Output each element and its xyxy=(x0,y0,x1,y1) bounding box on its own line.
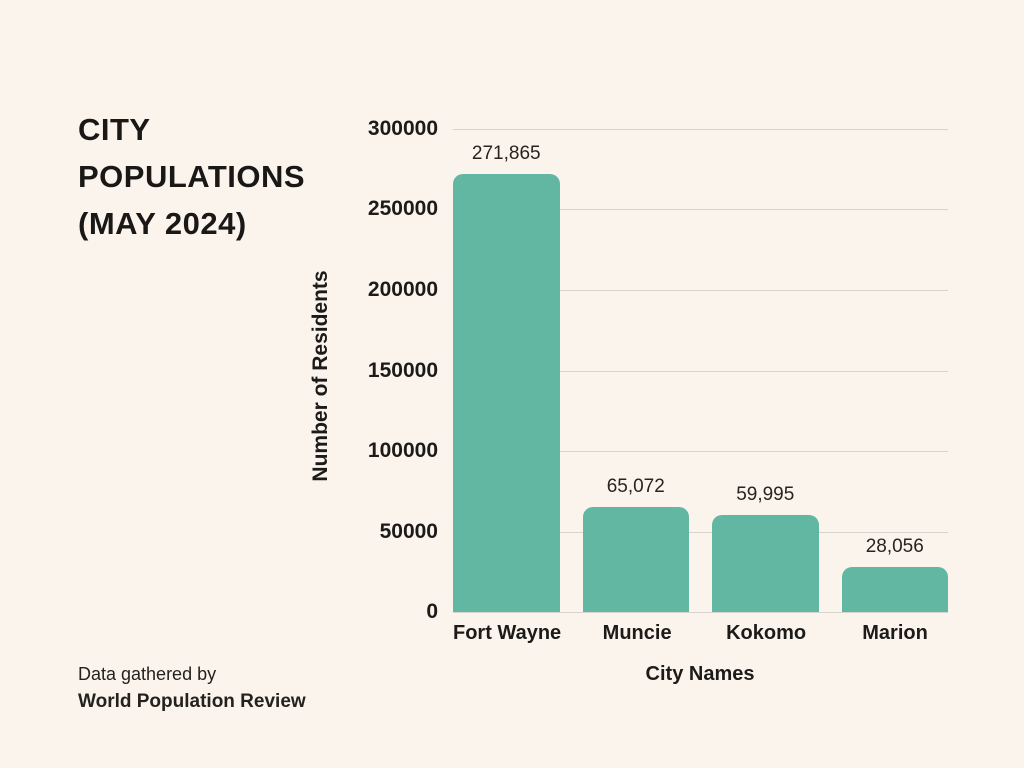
y-axis-ticks: 300000 250000 200000 150000 100000 50000 0 xyxy=(340,117,438,623)
bar xyxy=(582,507,689,612)
source-note: Data gathered by World Population Review xyxy=(78,661,306,715)
x-axis-title: City Names xyxy=(645,663,755,685)
bar-value-label: 65,072 xyxy=(606,476,665,498)
bar-series: 271,865 65,072 59,995 28,056 xyxy=(453,129,948,612)
bar xyxy=(453,174,560,612)
y-tick-label: 150000 xyxy=(367,358,438,382)
bar xyxy=(841,566,948,612)
x-tick-label: Marion xyxy=(862,622,928,644)
bar-column: 59,995 xyxy=(712,129,819,612)
gridline xyxy=(453,450,948,452)
bar-column: 28,056 xyxy=(841,129,948,612)
gridline xyxy=(453,612,948,613)
bar-value-label: 28,056 xyxy=(865,535,924,557)
y-axis-title: Number of Residents xyxy=(309,270,332,482)
bar-value-label: 271,865 xyxy=(471,143,541,165)
plot-area: 271,865 65,072 59,995 28,056 xyxy=(453,129,948,613)
y-tick-label: 300000 xyxy=(367,117,438,140)
y-tick-label: 50000 xyxy=(379,519,438,543)
chart-title: CITY POPULATIONS (MAY 2024) xyxy=(78,112,306,241)
bar-value-label: 59,995 xyxy=(736,484,795,506)
y-tick-label: 0 xyxy=(426,600,438,623)
source-name: World Population Review xyxy=(78,691,306,712)
x-axis-ticks: Fort Wayne Muncie Kokomo Marion xyxy=(453,622,948,645)
source-prefix: Data gathered by xyxy=(78,664,217,684)
x-tick-label: Muncie xyxy=(602,622,672,644)
x-tick-label: Fort Wayne xyxy=(453,622,562,644)
x-tick-label: Kokomo xyxy=(726,622,807,644)
gridline xyxy=(453,129,948,130)
gridline xyxy=(453,370,948,372)
y-tick-label: 250000 xyxy=(367,197,438,221)
gridline xyxy=(453,289,948,291)
y-tick-label: 100000 xyxy=(367,438,438,462)
gridline xyxy=(453,531,948,533)
bar xyxy=(712,515,819,612)
bar-column: 271,865 xyxy=(453,129,560,612)
gridline xyxy=(453,209,948,211)
y-tick-label: 200000 xyxy=(367,277,438,301)
bar-column: 65,072 xyxy=(582,129,689,612)
